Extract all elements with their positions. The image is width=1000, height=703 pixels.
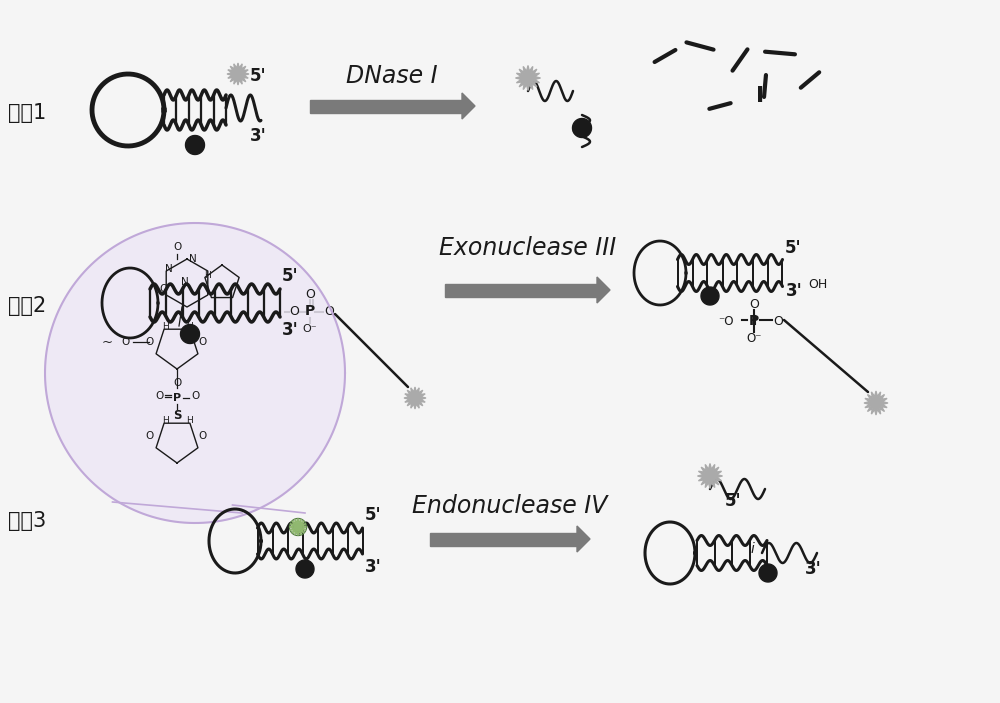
Text: 探针1: 探针1: [8, 103, 46, 123]
Text: H: H: [162, 415, 168, 425]
Text: O: O: [773, 314, 783, 328]
Text: I: I: [756, 86, 764, 106]
Text: Exonuclease III: Exonuclease III: [439, 236, 617, 260]
Text: 3': 3': [282, 321, 299, 339]
Polygon shape: [445, 283, 597, 297]
Text: H: H: [162, 321, 168, 330]
Text: O: O: [305, 288, 315, 300]
Text: 3': 3': [805, 560, 822, 578]
Text: O: O: [145, 431, 153, 441]
Text: O: O: [198, 337, 206, 347]
Text: O⁻: O⁻: [746, 332, 762, 344]
Polygon shape: [296, 560, 314, 578]
Text: O: O: [159, 284, 167, 294]
Text: O⁻: O⁻: [303, 324, 317, 334]
Text: Endonuclease IV: Endonuclease IV: [412, 494, 608, 518]
Text: O: O: [155, 391, 163, 401]
Text: O: O: [749, 297, 759, 311]
Text: 5': 5': [282, 267, 299, 285]
Polygon shape: [186, 136, 205, 155]
Text: N: N: [189, 254, 197, 264]
Text: N: N: [181, 277, 189, 287]
Text: O: O: [145, 337, 153, 347]
Text: P: P: [749, 314, 759, 328]
Text: O: O: [191, 391, 199, 401]
Text: N: N: [165, 264, 173, 274]
Polygon shape: [290, 519, 307, 536]
Polygon shape: [698, 463, 722, 489]
Text: 5': 5': [725, 492, 742, 510]
Polygon shape: [45, 223, 345, 523]
Text: S: S: [173, 408, 181, 422]
Text: 3': 3': [250, 127, 267, 145]
Text: H: H: [186, 321, 192, 330]
Polygon shape: [597, 277, 610, 303]
Text: 5': 5': [365, 506, 382, 524]
Polygon shape: [573, 119, 592, 138]
Text: P: P: [173, 393, 181, 403]
Text: O: O: [289, 304, 299, 318]
Polygon shape: [577, 526, 590, 552]
Text: O: O: [121, 337, 129, 347]
Text: O: O: [324, 304, 334, 318]
Text: H: H: [186, 415, 192, 425]
Polygon shape: [759, 564, 777, 582]
Text: 5': 5': [785, 239, 802, 257]
Text: ~: ~: [101, 335, 113, 349]
Text: H: H: [204, 271, 210, 280]
Polygon shape: [310, 100, 462, 112]
Polygon shape: [462, 93, 475, 119]
Text: i: i: [750, 542, 754, 556]
Text: DNase I: DNase I: [346, 64, 438, 88]
Text: 探针2: 探针2: [8, 296, 46, 316]
Text: 5': 5': [250, 67, 267, 85]
Polygon shape: [404, 387, 426, 409]
Text: 3': 3': [786, 282, 803, 300]
Polygon shape: [701, 287, 719, 305]
Text: 3': 3': [365, 558, 382, 576]
Text: OH: OH: [808, 278, 827, 290]
Text: O: O: [198, 431, 206, 441]
Text: O: O: [173, 242, 181, 252]
Polygon shape: [181, 325, 200, 344]
Text: 探针3: 探针3: [8, 511, 46, 531]
Text: O: O: [173, 378, 181, 388]
Text: P: P: [305, 304, 315, 318]
Text: ⁻O: ⁻O: [719, 314, 734, 328]
Polygon shape: [864, 391, 888, 415]
Polygon shape: [430, 532, 577, 546]
Polygon shape: [516, 65, 540, 91]
Polygon shape: [227, 63, 249, 85]
